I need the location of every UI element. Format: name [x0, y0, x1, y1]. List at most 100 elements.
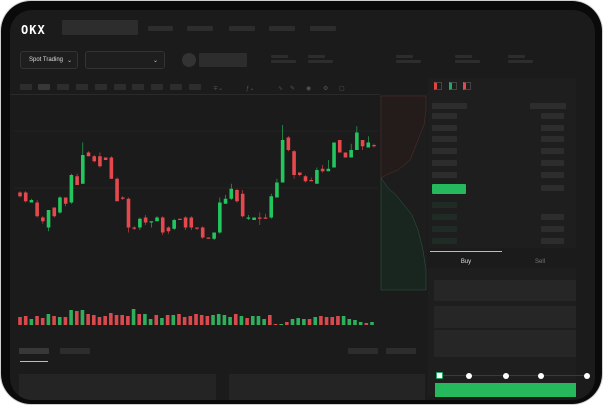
ask-price — [432, 172, 457, 178]
trading-screen: OKX Spot Trading ⌄ ⌄ ∓⌄ ƒ⌄ ∿ ✎ ◉ ⚙ ▢ Buy … — [10, 10, 595, 400]
nav-item[interactable] — [269, 26, 295, 31]
spread — [541, 185, 564, 191]
slider-stop[interactable] — [466, 373, 472, 379]
timeframe-button[interactable] — [132, 84, 144, 90]
tab-sell[interactable]: Sell — [534, 259, 545, 265]
candle-body — [303, 176, 308, 182]
candle-body — [372, 145, 376, 147]
candle — [320, 165, 325, 173]
candle — [229, 183, 234, 200]
candle-body — [178, 218, 182, 220]
timeframe-button[interactable] — [95, 84, 107, 90]
nav-item[interactable] — [310, 26, 336, 31]
candle-body — [126, 198, 131, 228]
candle — [223, 195, 228, 204]
okx-logo[interactable]: OKX — [21, 23, 46, 37]
candle — [63, 197, 68, 207]
amount-input[interactable] — [434, 306, 576, 328]
volume-bar — [63, 317, 68, 325]
stat-label — [308, 55, 325, 58]
slider-stop[interactable] — [503, 373, 509, 379]
market-selector[interactable]: Spot Trading ⌄ — [20, 51, 78, 69]
candle-body — [18, 192, 22, 197]
orderbook-bids-icon[interactable] — [449, 82, 457, 90]
stat-value — [271, 60, 296, 63]
volume-bar — [239, 316, 244, 325]
filter-button[interactable] — [386, 348, 416, 354]
candle-type-icon[interactable]: ∓⌄ — [213, 86, 224, 92]
candle-body — [360, 140, 365, 147]
timeframe-button[interactable] — [151, 84, 163, 90]
candle-body — [320, 168, 325, 172]
timeframe-button[interactable] — [170, 84, 182, 90]
tab-open-orders[interactable] — [19, 348, 49, 354]
filter-button[interactable] — [348, 348, 378, 354]
camera-icon[interactable]: ◉ — [306, 86, 312, 92]
candle — [160, 216, 165, 235]
fullscreen-icon[interactable]: ▢ — [339, 86, 345, 92]
candle — [372, 143, 376, 148]
stat-value — [508, 60, 533, 63]
search-bar[interactable] — [62, 20, 138, 35]
candle — [195, 227, 199, 230]
candle — [46, 210, 51, 232]
volume-bar — [324, 317, 329, 325]
orders-panel — [19, 374, 216, 400]
candle — [366, 136, 371, 148]
candle-body — [235, 190, 239, 202]
candle-body — [240, 193, 245, 217]
volume-bar — [188, 316, 193, 325]
line-tool-icon[interactable]: ∿ — [278, 86, 284, 92]
nav-item[interactable] — [187, 26, 213, 31]
total-input[interactable] — [434, 330, 576, 357]
pair-selector[interactable]: ⌄ — [85, 51, 165, 69]
orderbook-asks-icon[interactable] — [463, 82, 471, 90]
volume-bar — [273, 324, 278, 325]
candle — [297, 172, 302, 177]
volume-bar — [86, 314, 90, 325]
candle — [18, 191, 22, 198]
volume-bar — [74, 311, 79, 325]
nav-item[interactable] — [229, 26, 255, 31]
timeframe-button[interactable] — [20, 84, 32, 90]
candle-body — [132, 227, 136, 229]
buy-submit-button[interactable] — [435, 383, 576, 397]
volume-bar — [256, 316, 261, 325]
candle — [315, 167, 319, 184]
candle-body — [143, 217, 148, 223]
volume-bar — [137, 314, 142, 325]
candle — [120, 196, 125, 200]
candle-body — [69, 175, 74, 203]
tab-buy[interactable]: Buy — [460, 259, 472, 265]
candle-body — [326, 168, 331, 172]
orderbook-both-icon[interactable] — [434, 82, 442, 90]
timeframe-button[interactable] — [189, 84, 201, 90]
slider-stop[interactable] — [584, 373, 590, 379]
timeframe-button[interactable] — [57, 84, 69, 90]
candle — [200, 226, 205, 239]
candle — [263, 213, 268, 219]
settings-icon[interactable]: ⚙ — [323, 86, 329, 92]
ask-amount — [541, 125, 564, 131]
tab-history[interactable] — [60, 348, 90, 354]
candle — [155, 216, 159, 222]
stat-label — [455, 55, 472, 58]
volume-bar — [222, 315, 227, 325]
candle — [286, 136, 291, 152]
slider-handle[interactable] — [436, 372, 443, 379]
slider-track[interactable] — [440, 375, 588, 376]
nav-item[interactable] — [148, 26, 173, 31]
slider-stop[interactable] — [538, 373, 544, 379]
candle — [280, 125, 285, 183]
candle-body — [75, 176, 79, 185]
timeframe-button[interactable] — [114, 84, 126, 90]
indicator-icon[interactable]: ƒ⌄ — [246, 86, 255, 92]
candle-body — [166, 227, 171, 232]
draw-tool-icon[interactable]: ✎ — [290, 86, 296, 92]
volume-bar — [302, 319, 306, 325]
price-input[interactable] — [434, 280, 576, 301]
volume-bar — [228, 317, 232, 325]
timeframe-button[interactable] — [38, 84, 50, 90]
timeframe-button[interactable] — [76, 84, 88, 90]
